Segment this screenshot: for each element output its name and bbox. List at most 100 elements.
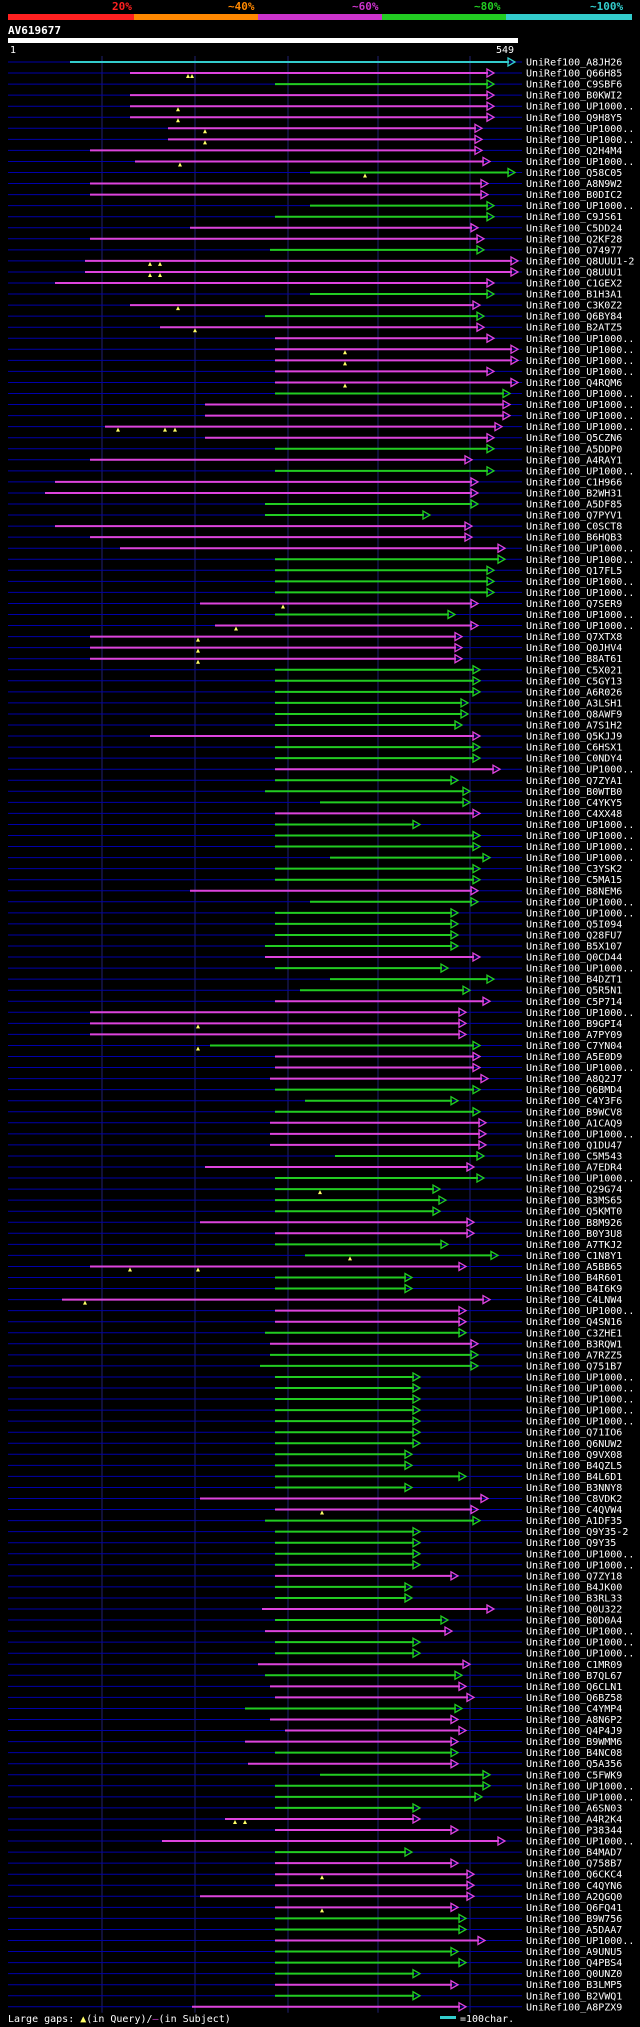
hit-row[interactable]: UniRef100_A7RZZ5 (8, 1349, 622, 1361)
hit-row[interactable]: UniRef100_A5DAA7 (8, 1924, 622, 1936)
hit-label[interactable]: UniRef100_UP1000.. (526, 853, 634, 864)
hit-row[interactable]: UniRef100_Q9VX08 (8, 1449, 622, 1461)
hit-row[interactable]: UniRef100_UP1000.. (8, 1648, 634, 1660)
hit-row[interactable]: UniRef100_UP1000.. (8, 907, 634, 919)
hit-label[interactable]: UniRef100_UP1000.. (526, 1627, 634, 1638)
hit-label[interactable]: UniRef100_B4MAD7 (526, 1848, 622, 1859)
hit-row[interactable]: UniRef100_UP1000.. (8, 609, 634, 621)
hit-row[interactable]: UniRef100_A8Q2J7 (8, 1073, 622, 1085)
hit-row[interactable]: UniRef100_Q1DU47 (8, 1139, 622, 1151)
hit-row[interactable]: UniRef100_UP1000.. (8, 764, 634, 776)
hit-row[interactable]: UniRef100_C5GY13 (8, 675, 622, 687)
hit-label[interactable]: UniRef100_C4LNW4 (526, 1295, 622, 1306)
hit-label[interactable]: UniRef100_A1CAQ9 (526, 1118, 622, 1129)
hit-label[interactable]: UniRef100_B2WH31 (526, 488, 622, 499)
hit-row[interactable]: UniRef100_Q4P4J9 (8, 1725, 622, 1737)
hit-row[interactable]: UniRef100_B8AT61 (8, 653, 622, 665)
hit-row[interactable]: UniRef100_Q6FQ41 (8, 1902, 622, 1914)
hit-row[interactable]: UniRef100_Q758B7 (8, 1858, 622, 1870)
hit-row[interactable]: UniRef100_Q5KMT0 (8, 1206, 622, 1218)
hit-label[interactable]: UniRef100_UP1000.. (526, 1129, 634, 1140)
hit-label[interactable]: UniRef100_B4QZL5 (526, 1461, 622, 1472)
hit-label[interactable]: UniRef100_UP1000.. (526, 820, 634, 831)
hit-label[interactable]: UniRef100_C5MA15 (526, 875, 622, 886)
hit-row[interactable]: UniRef100_A7PY09 (8, 1029, 622, 1041)
hit-row[interactable]: UniRef100_Q58C05 (8, 167, 622, 179)
hit-row[interactable]: UniRef100_Q4SN16 (8, 1316, 622, 1328)
hit-label[interactable]: UniRef100_UP1000.. (526, 964, 634, 975)
hit-row[interactable]: UniRef100_UP1000.. (8, 156, 634, 168)
hit-label[interactable]: UniRef100_B9W756 (526, 1914, 622, 1925)
hit-label[interactable]: UniRef100_UP1000.. (526, 400, 634, 411)
hit-row[interactable]: UniRef100_B9GPI4 (8, 1018, 622, 1030)
hit-label[interactable]: UniRef100_B3MS65 (526, 1196, 622, 1207)
hit-row[interactable]: UniRef100_Q7ZYA1 (8, 775, 622, 787)
hit-label[interactable]: UniRef100_B0KWI2 (526, 91, 622, 102)
hit-label[interactable]: UniRef100_A5DF85 (526, 500, 622, 511)
hit-label[interactable]: UniRef100_Q5I094 (526, 919, 622, 930)
hit-label[interactable]: UniRef100_UP1000.. (526, 1560, 634, 1571)
hit-label[interactable]: UniRef100_O74977 (526, 245, 622, 256)
hit-label[interactable]: UniRef100_Q5CZN6 (526, 433, 622, 444)
hit-label[interactable]: UniRef100_UP1000.. (526, 765, 634, 776)
hit-label[interactable]: UniRef100_A8PZX9 (526, 2002, 622, 2013)
hit-label[interactable]: UniRef100_Q4P4J9 (526, 1726, 622, 1737)
hit-label[interactable]: UniRef100_UP1000.. (526, 1306, 634, 1317)
hit-row[interactable]: UniRef100_UP1000.. (8, 962, 634, 975)
hit-row[interactable]: UniRef100_UP1000.. (8, 366, 634, 378)
hit-label[interactable]: UniRef100_UP1000.. (526, 389, 634, 400)
hit-row[interactable]: UniRef100_C5P714 (8, 996, 622, 1008)
hit-row[interactable]: UniRef100_UP1000.. (8, 421, 634, 433)
hit-label[interactable]: UniRef100_C1MR09 (526, 1660, 622, 1671)
hit-row[interactable]: UniRef100_B4DZT1 (8, 974, 622, 986)
hit-label[interactable]: UniRef100_A6R026 (526, 687, 622, 698)
hit-row[interactable]: UniRef100_Q5CZN6 (8, 432, 622, 444)
hit-label[interactable]: UniRef100_Q6BMD4 (526, 1085, 622, 1096)
hit-row[interactable]: UniRef100_UP1000.. (8, 841, 634, 853)
hit-row[interactable]: UniRef100_B0KWI2 (8, 90, 622, 102)
hit-row[interactable]: UniRef100_Q6CKC4 (8, 1869, 622, 1881)
hit-row[interactable]: UniRef100_UP1000.. (8, 1559, 634, 1571)
hit-row[interactable]: UniRef100_Q0UNZ0 (8, 1968, 622, 1980)
hit-label[interactable]: UniRef100_C4YMP4 (526, 1704, 622, 1715)
hit-label[interactable]: UniRef100_Q5KMT0 (526, 1207, 622, 1218)
hit-label[interactable]: UniRef100_UP1000.. (526, 1837, 634, 1848)
hit-label[interactable]: UniRef100_C5DD24 (526, 223, 622, 234)
hit-row[interactable]: UniRef100_UP1000.. (8, 1382, 634, 1395)
hit-row[interactable]: UniRef100_B4R601 (8, 1272, 622, 1284)
hit-label[interactable]: UniRef100_A8JH26 (526, 58, 622, 69)
hit-row[interactable]: UniRef100_C6HSX1 (8, 741, 622, 754)
hit-label[interactable]: UniRef100_UP1000.. (526, 897, 634, 908)
hit-row[interactable]: UniRef100_O74977 (8, 244, 622, 256)
hit-label[interactable]: UniRef100_B2ATZ5 (526, 323, 622, 334)
hit-row[interactable]: UniRef100_B4I6K9 (8, 1283, 622, 1295)
hit-label[interactable]: UniRef100_UP1000.. (526, 1063, 634, 1074)
hit-label[interactable]: UniRef100_B1H3A1 (526, 290, 622, 301)
hit-label[interactable]: UniRef100_Q71IO6 (526, 1428, 622, 1439)
hit-row[interactable]: UniRef100_Q6BZ58 (8, 1692, 622, 1704)
hit-row[interactable]: UniRef100_C5FWK9 (8, 1769, 622, 1781)
hit-row[interactable]: UniRef100_Q71IO6 (8, 1427, 622, 1439)
hit-row[interactable]: UniRef100_UP1000.. (8, 344, 634, 356)
hit-label[interactable]: UniRef100_UP1000.. (526, 1384, 634, 1395)
hit-row[interactable]: UniRef100_UP1000.. (8, 1305, 634, 1317)
hit-row[interactable]: UniRef100_UP1000.. (8, 1404, 634, 1417)
hit-row[interactable]: UniRef100_A8N9W2 (8, 178, 622, 190)
hit-row[interactable]: UniRef100_UP1000.. (8, 1172, 634, 1185)
hit-label[interactable]: UniRef100_A8N9W2 (526, 179, 622, 190)
hit-label[interactable]: UniRef100_A7EDR4 (526, 1163, 622, 1174)
hit-row[interactable]: UniRef100_Q7XTX8 (8, 631, 622, 643)
hit-row[interactable]: UniRef100_C4LNW4 (8, 1294, 622, 1306)
hit-row[interactable]: UniRef100_UP1000.. (8, 333, 634, 345)
hit-row[interactable]: UniRef100_B0D0A4 (8, 1614, 622, 1627)
hit-label[interactable]: UniRef100_C5X021 (526, 665, 622, 676)
hit-label[interactable]: UniRef100_B4NC08 (526, 1748, 622, 1759)
hit-row[interactable]: UniRef100_C5MA15 (8, 874, 622, 886)
hit-row[interactable]: UniRef100_B5X107 (8, 940, 622, 953)
hit-label[interactable]: UniRef100_Q2H4M4 (526, 146, 622, 157)
hit-row[interactable]: UniRef100_C3ZHE1 (8, 1327, 622, 1339)
hit-label[interactable]: UniRef100_UP1000.. (526, 356, 634, 367)
hit-label[interactable]: UniRef100_A9UNU5 (526, 1947, 622, 1958)
hit-row[interactable]: UniRef100_Q6BMD4 (8, 1084, 622, 1096)
hit-label[interactable]: UniRef100_UP1000.. (526, 831, 634, 842)
